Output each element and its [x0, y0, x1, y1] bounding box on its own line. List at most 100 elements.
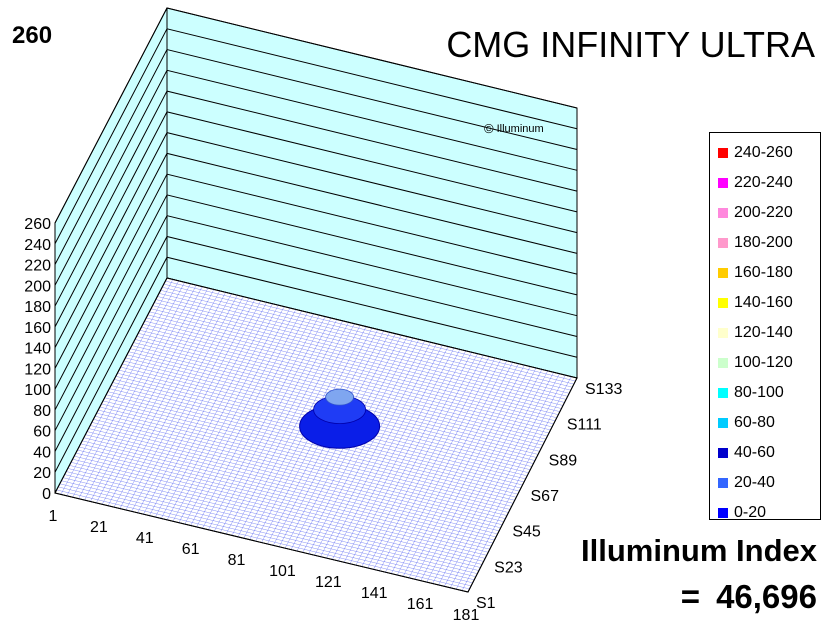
index-value: = 46,696: [681, 578, 817, 616]
floor-gridline-x: [438, 370, 548, 586]
y-tick-label: S23: [494, 559, 523, 576]
floor-border: [54, 277, 578, 593]
floor-gridline-x: [379, 356, 490, 571]
floor-gridline-x: [414, 365, 525, 580]
legend-swatch: [718, 448, 728, 458]
floor-gridline-x: [444, 372, 554, 587]
floor-gridline-y: [144, 320, 556, 422]
floor-gridline-x: [455, 375, 566, 590]
legend-swatch: [718, 418, 728, 428]
floor-gridline-x: [349, 349, 461, 564]
floor-gridline-x: [402, 362, 513, 577]
floor-gridline-y: [138, 333, 550, 434]
z-tick-label: 180: [24, 299, 51, 316]
legend-item: 160-180: [718, 263, 793, 283]
floor-gridline-x: [432, 369, 543, 584]
legend-label: 220-240: [734, 174, 793, 191]
legend-label: 140-160: [734, 294, 793, 311]
legend-swatch: [718, 358, 728, 368]
z-tick-label: 60: [33, 424, 51, 441]
floor-gridline-x: [337, 346, 449, 561]
legend-item: 200-220: [718, 203, 793, 223]
floor-gridline-x: [461, 376, 572, 591]
floor-gridline-y: [141, 326, 553, 428]
legend-swatch: [718, 328, 728, 338]
legend-item: 20-40: [718, 473, 775, 493]
peak-top: [325, 388, 355, 406]
floor-gridline-y: [150, 308, 562, 409]
floor-gridline-x: [308, 339, 420, 554]
legend-item: 100-120: [718, 353, 793, 373]
legend-swatch: [718, 298, 728, 308]
legend-swatch: [718, 388, 728, 398]
floor-gridline-y: [146, 317, 557, 418]
z-tick-label: 240: [24, 237, 51, 254]
copyright-icon: ©: [484, 121, 494, 136]
floor-gridline-y: [152, 305, 564, 406]
legend-swatch: [718, 148, 728, 158]
x-tick-label: 101: [269, 563, 296, 580]
legend-swatch: [718, 208, 728, 218]
z-tick-label: 40: [33, 444, 51, 461]
legend-label: 0-20: [734, 504, 767, 521]
legend-item: 60-80: [718, 413, 775, 433]
y-tick-label: S111: [567, 417, 602, 434]
chart-walls: [54, 7, 578, 494]
y-tick-label: S67: [531, 488, 560, 505]
z-tick-label: 140: [24, 341, 51, 358]
floor-gridline-y: [165, 280, 576, 382]
floor-gridline-y: [157, 296, 568, 397]
legend-swatch: [718, 508, 728, 518]
floor-gridline-y: [149, 311, 560, 412]
floor-gridline-y: [139, 329, 551, 431]
floor-gridline-x: [408, 363, 519, 578]
floor-gridline-y: [160, 290, 571, 391]
legend: 240-260 220-240 200-220 180-200 160-180 140-1…: [709, 132, 821, 523]
z-tick-label: 200: [24, 278, 51, 295]
brand-name: Illuminum: [496, 122, 544, 135]
floor-gridline-x: [450, 373, 560, 588]
legend-label: 200-220: [734, 204, 793, 221]
legend-item: 0-20: [718, 503, 766, 523]
floor-gridline-x: [355, 350, 466, 566]
x-tick-label: 61: [182, 541, 200, 558]
x-tick-label: 81: [228, 552, 246, 569]
floor-gridline-x: [326, 343, 437, 559]
legend-item: 220-240: [718, 173, 793, 193]
legend-swatch: [718, 478, 728, 488]
floor-gridline-x: [426, 367, 537, 583]
legend-item: 80-100: [718, 383, 784, 403]
z-tick-label: 20: [33, 465, 51, 482]
floor-gridline-y: [142, 323, 554, 425]
index-label: Illuminum Index: [581, 533, 817, 568]
y-tick-label: S133: [585, 381, 622, 398]
floor-gridline-x: [320, 342, 431, 557]
chart-peak: [299, 388, 381, 449]
floor-gridline-x: [314, 340, 425, 556]
floor-gridline-x: [396, 360, 507, 576]
x-tick-label: 41: [136, 530, 154, 547]
legend-item: 120-140: [718, 323, 793, 343]
brand-watermark: © Illuminum: [484, 121, 544, 136]
legend-swatch: [718, 178, 728, 188]
legend-label: 120-140: [734, 324, 793, 341]
legend-label: 80-100: [734, 384, 784, 401]
legend-label: 40-60: [734, 444, 775, 461]
x-tick-label: 161: [407, 596, 434, 613]
floor-gridline-x: [343, 347, 455, 563]
z-tick-label: 220: [24, 258, 51, 275]
floor-gridline-y: [163, 283, 574, 385]
floor-gridline-y: [154, 302, 565, 403]
legend-label: 60-80: [734, 414, 775, 431]
floor-gridline-x: [361, 352, 472, 567]
floor-gridline-y: [147, 314, 559, 415]
z-tick-label: 0: [42, 486, 51, 503]
floor-gridline-x: [385, 357, 496, 573]
x-tick-label: 141: [361, 585, 388, 602]
z-tick-label: 260: [24, 216, 51, 233]
legend-swatch: [718, 268, 728, 278]
floor-gridline-x: [391, 359, 502, 574]
x-tick-label: 21: [90, 519, 108, 536]
y-tick-label: S45: [512, 524, 541, 541]
